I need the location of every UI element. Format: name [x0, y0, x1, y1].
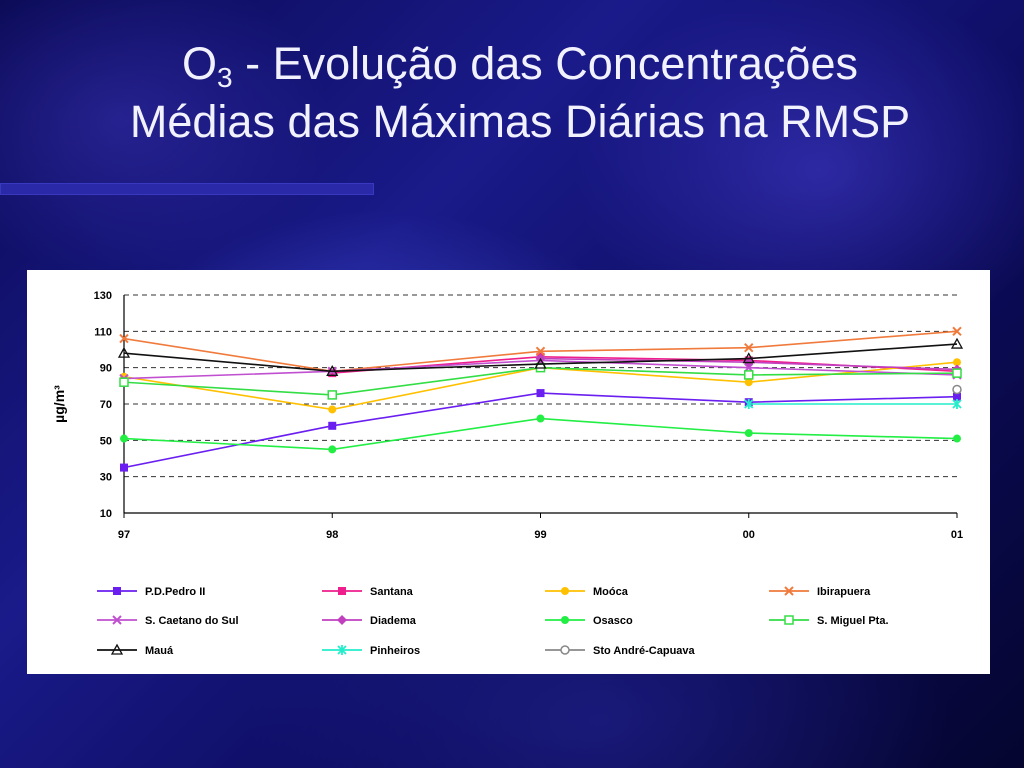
title-rest: - Evolução das Concentrações: [232, 38, 858, 89]
data-point: [535, 346, 546, 357]
legend-label: Moóca: [593, 586, 629, 598]
chart-panel: 10 30 50 70 90 110 130 97 98 99 00 01 µg/m³ P.D.Pedro…: [27, 270, 990, 674]
legend-label: Sto André-Capuava: [593, 645, 696, 657]
title-line-1: O3 - Evolução das Concentrações: [30, 38, 1010, 96]
title-line-2: Médias das Máximas Diárias na RMSP: [129, 96, 911, 147]
x-tick-label: 98: [326, 529, 338, 541]
data-point: [742, 352, 755, 364]
legend-marker: [337, 645, 347, 655]
y-tick-label: 10: [100, 508, 112, 520]
y-tick-label: 50: [100, 435, 112, 447]
x-tick-label: 01: [951, 529, 963, 541]
data-point: [950, 337, 964, 349]
data-point: [328, 405, 337, 414]
data-point: [120, 463, 128, 472]
legend-marker: [561, 587, 569, 595]
data-point: [119, 333, 129, 344]
legend-label: S. Caetano do Sul: [145, 615, 239, 627]
data-point: [120, 434, 128, 443]
data-point: [953, 358, 961, 367]
legend-marker: [110, 643, 124, 655]
data-point: [744, 429, 753, 438]
y-tick-label: 30: [100, 472, 112, 484]
data-point: [536, 389, 545, 398]
legend-marker: [113, 587, 121, 595]
data-point: [326, 364, 339, 376]
x-tick-label: 99: [534, 529, 546, 541]
data-point: [327, 390, 337, 400]
title-o: O: [182, 38, 218, 89]
legend-marker: [784, 586, 794, 596]
title-underline-bar: [0, 183, 374, 195]
data-point: [744, 370, 754, 380]
slide-title: O3 - Evolução das Concentrações Médias d…: [30, 38, 1010, 148]
data-point: [952, 326, 962, 337]
data-point: [119, 377, 129, 387]
legend-label: P.D.Pedro II: [145, 586, 205, 598]
data-point: [744, 378, 753, 387]
title-subscript: 3: [217, 62, 233, 93]
y-tick-label: 130: [94, 290, 112, 302]
x-tick-label: 00: [743, 529, 755, 541]
data-point: [744, 399, 754, 409]
data-point: [328, 445, 337, 454]
data-point: [952, 384, 962, 395]
data-point: [952, 399, 962, 409]
y-tick-label: 70: [100, 399, 112, 411]
legend-label: Ibirapuera: [817, 586, 871, 598]
legend-label: S. Miguel Pta.: [817, 615, 889, 627]
series-line: [123, 417, 958, 451]
data-point: [328, 421, 337, 430]
legend-marker: [338, 587, 346, 595]
legend-label: Diadema: [370, 615, 417, 627]
data-point: [536, 414, 545, 423]
legend-label: Mauá: [145, 645, 174, 657]
data-point: [952, 368, 962, 378]
line-chart: 10 30 50 70 90 110 130 97 98 99 00 01 µg/m³ P.D.Pedro…: [51, 290, 964, 657]
y-tick-label: 90: [100, 363, 112, 375]
data-point: [534, 357, 547, 369]
legend-marker: [784, 615, 794, 625]
legend-label: Osasco: [593, 615, 633, 627]
data-point: [117, 346, 131, 358]
legend-label: Pinheiros: [370, 645, 420, 657]
data-point: [953, 434, 961, 443]
x-tick-label: 97: [118, 529, 130, 541]
data-point: [953, 392, 961, 401]
legend-marker: [112, 615, 122, 625]
series-line: [123, 343, 958, 373]
data-point: [744, 342, 754, 353]
y-tick-label: 110: [94, 326, 112, 338]
y-axis-label: µg/m³: [51, 385, 67, 423]
data-point: [328, 369, 337, 378]
legend-marker: [561, 616, 569, 624]
legend-label: Santana: [370, 586, 414, 598]
legend-marker: [560, 645, 570, 655]
legend-marker: [337, 615, 347, 625]
